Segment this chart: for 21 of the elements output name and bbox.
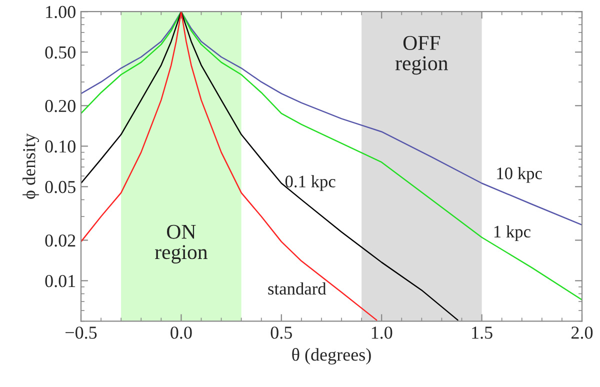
series-label: 1 kpc xyxy=(494,225,530,242)
y-tick-label: 0.10 xyxy=(45,140,76,153)
x-tick-label: 1.5 xyxy=(472,326,492,339)
y-tick-label: 1.00 xyxy=(46,6,76,18)
series-label: 0.1 kpc xyxy=(285,175,336,191)
x-tick-label: −0.5 xyxy=(66,326,97,339)
y-tick-label: 0.02 xyxy=(45,234,76,247)
x-tick-label: 2.0 xyxy=(572,326,593,339)
series-label: 10 kpc xyxy=(497,167,542,183)
y-tick-label: 0.50 xyxy=(45,46,76,59)
series-label: standard xyxy=(268,282,326,295)
y-tick-label: 0.20 xyxy=(45,100,76,112)
x-axis-title: θ (degrees) xyxy=(292,348,371,365)
x-tick-label: 0.0 xyxy=(170,326,192,339)
y-tick-label: 0.05 xyxy=(45,180,76,194)
y-axis-title: ϕ density xyxy=(22,133,39,199)
x-tick-label: 0.5 xyxy=(270,326,292,339)
band-label: ON region xyxy=(155,224,208,264)
x-tick-label: 1.0 xyxy=(372,326,392,339)
y-tick-label: 0.01 xyxy=(45,274,76,288)
band-label: OFF region xyxy=(395,36,448,75)
